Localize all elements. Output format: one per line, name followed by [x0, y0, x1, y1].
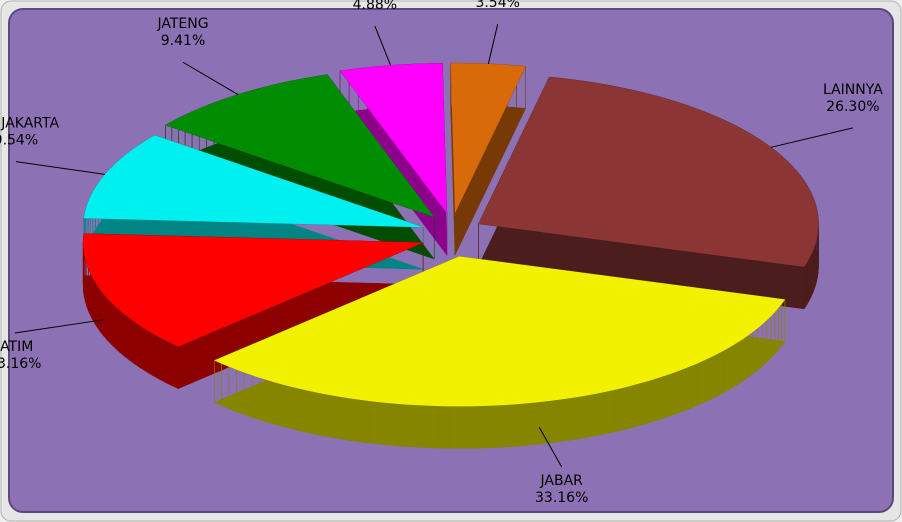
data-label-value: 9.41% [161, 33, 205, 49]
data-label-value: 4.88% [353, 0, 397, 13]
data-label-value: 26.30% [826, 99, 879, 115]
data-label-name: JABAR [540, 473, 584, 489]
data-label-value: 33.16% [535, 490, 588, 506]
leader-line [15, 161, 106, 175]
slice [83, 233, 424, 347]
slice [340, 63, 447, 214]
leader-line [374, 25, 392, 66]
data-label-value: 9.54% [0, 133, 38, 149]
data-label-name: JATENG [156, 16, 208, 32]
slice [165, 74, 435, 218]
data-label-value: 13.16% [0, 356, 41, 372]
data-label-name: DKI JAKARTA [0, 116, 59, 132]
leader-line [14, 319, 105, 334]
leader-line [770, 127, 853, 148]
data-label-name: JATIM [0, 339, 33, 355]
leader-line [487, 23, 499, 64]
data-label-value: 3.54% [475, 0, 519, 11]
slice [450, 63, 526, 214]
leader-line [182, 61, 239, 95]
slice [83, 135, 424, 228]
slice [478, 77, 819, 267]
data-label-name: LAINNYA [823, 82, 883, 98]
slice [214, 256, 785, 407]
leader-line [538, 427, 563, 468]
